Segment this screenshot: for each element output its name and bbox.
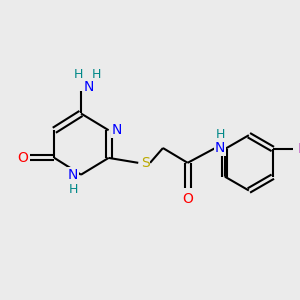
Text: N: N — [215, 141, 225, 155]
Text: H: H — [215, 128, 225, 141]
Text: H: H — [73, 68, 83, 82]
Text: I: I — [298, 142, 300, 156]
Text: H: H — [92, 68, 101, 82]
Text: N: N — [111, 123, 122, 137]
Text: S: S — [141, 156, 149, 170]
Text: H: H — [68, 183, 78, 196]
Text: O: O — [17, 151, 28, 165]
Text: O: O — [182, 192, 193, 206]
Text: N: N — [84, 80, 94, 94]
Text: N: N — [68, 168, 78, 182]
